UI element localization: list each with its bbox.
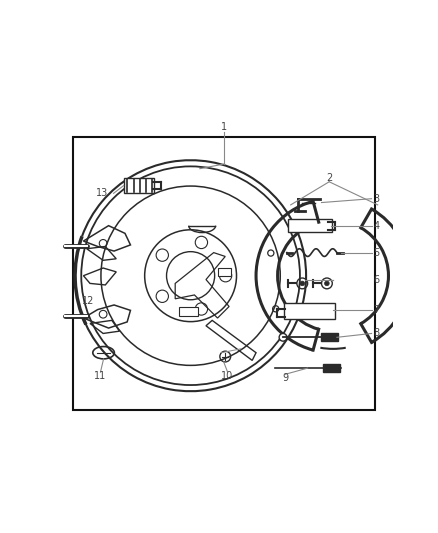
Circle shape: [279, 334, 287, 341]
Text: 9: 9: [282, 373, 288, 383]
Text: 2: 2: [326, 173, 332, 183]
Text: 1: 1: [221, 122, 227, 132]
Text: 11: 11: [94, 371, 106, 381]
Text: 5: 5: [373, 248, 379, 257]
FancyBboxPatch shape: [284, 303, 336, 319]
Text: 7: 7: [373, 305, 379, 316]
Text: 10: 10: [222, 371, 234, 381]
Text: 8: 8: [373, 328, 379, 338]
Bar: [124, 178, 155, 193]
Bar: [218, 268, 231, 276]
Bar: [73, 137, 374, 410]
Circle shape: [300, 281, 304, 286]
Circle shape: [325, 281, 329, 286]
FancyBboxPatch shape: [288, 220, 332, 232]
Bar: [321, 334, 339, 341]
Text: 12: 12: [82, 296, 94, 306]
Text: 13: 13: [96, 188, 108, 198]
Text: 6: 6: [373, 274, 379, 285]
Text: 3: 3: [373, 193, 379, 204]
Bar: [179, 306, 198, 316]
Bar: [323, 364, 340, 372]
Text: 4: 4: [373, 221, 379, 231]
